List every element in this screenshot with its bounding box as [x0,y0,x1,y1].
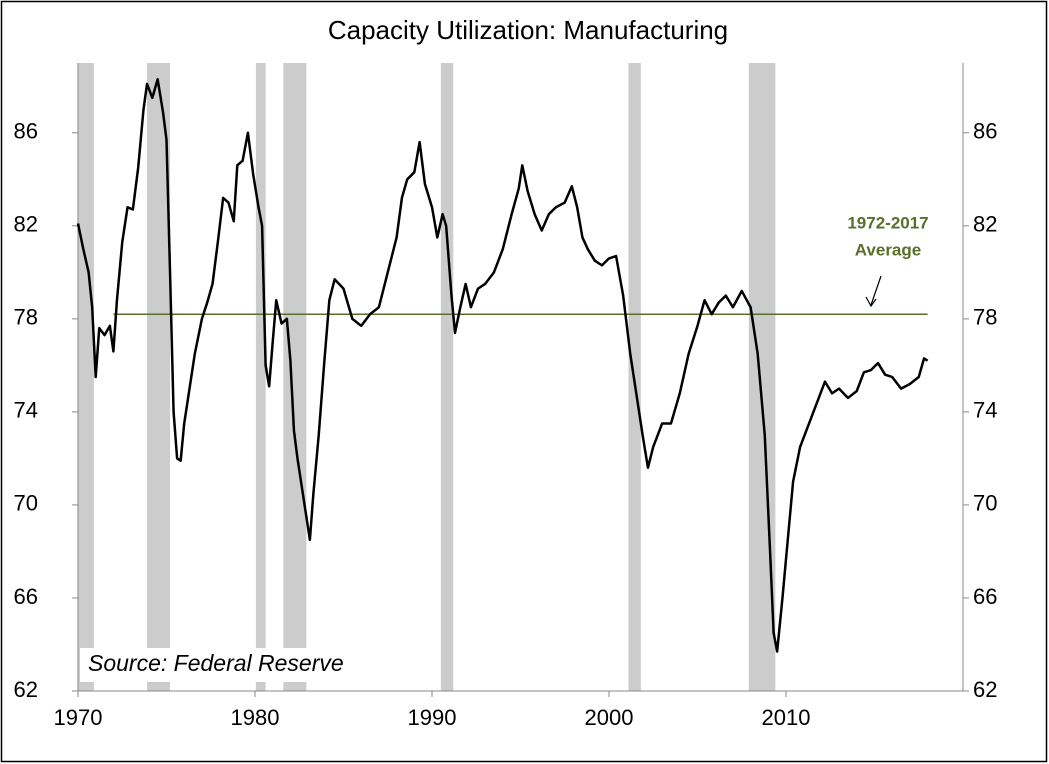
x-tick-label: 2000 [585,705,634,730]
y-tick-label: 82 [14,212,38,237]
annotation-arrow [870,275,882,306]
average-label: Average [855,240,921,259]
y-tick-label: 74 [14,398,38,423]
recession-band [78,63,94,691]
recession-band [440,63,454,691]
y2-tick-label: 62 [973,677,997,702]
x-tick-label: 1990 [408,705,457,730]
y2-tick-label: 74 [973,398,997,423]
y-tick-label: 70 [14,491,38,516]
recession-band [283,63,307,691]
average-label: 1972-2017 [847,213,928,232]
y2-tick-label: 66 [973,584,997,609]
source-box [80,648,390,682]
source-note: Source: Federal Reserve [88,650,344,676]
y-tick-label: 66 [14,584,38,609]
recession-band [255,63,266,691]
y2-tick-label: 78 [973,305,997,330]
chart-title: Capacity Utilization: Manufacturing [328,15,728,45]
y-tick-label: 78 [14,305,38,330]
x-tick-label: 2010 [762,705,811,730]
y-tick-label: 86 [14,119,38,144]
x-tick-label: 1970 [54,705,103,730]
y2-tick-label: 86 [973,119,997,144]
y2-tick-label: 82 [973,212,997,237]
capacity-line [76,78,929,653]
annotation-arrowhead [865,296,877,308]
recession-band [147,63,171,691]
x-tick-label: 1980 [231,705,280,730]
y2-tick-label: 70 [973,491,997,516]
y-tick-label: 62 [14,677,38,702]
